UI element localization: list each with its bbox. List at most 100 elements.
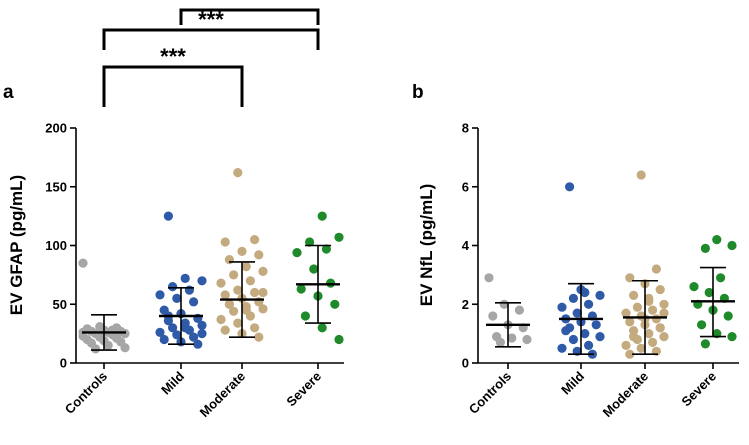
data-point-controls (103, 340, 113, 350)
y-tick-label: 50 (53, 297, 67, 312)
data-point-severe (305, 237, 315, 247)
data-point-controls (484, 273, 494, 283)
data-point-mild (572, 308, 582, 318)
data-point-severe (712, 235, 722, 245)
data-point-moderate (254, 250, 264, 260)
data-point-moderate (258, 304, 268, 314)
data-point-moderate (233, 168, 243, 178)
data-point-severe (321, 244, 331, 254)
data-point-controls (91, 344, 101, 354)
data-point-severe (704, 287, 714, 298)
data-point-controls (514, 305, 525, 315)
data-point-mild (189, 297, 199, 307)
data-point-moderate (651, 264, 662, 274)
data-point-controls (112, 332, 122, 342)
data-point-moderate (245, 276, 255, 286)
significance-label-controls-moderate: *** (160, 44, 186, 69)
data-point-severe (716, 273, 726, 283)
data-point-severe (296, 284, 306, 294)
x-category-label-mild: Mild (158, 368, 187, 397)
x-category-label-controls: Controls (62, 369, 110, 417)
data-point-moderate (625, 317, 635, 327)
data-point-moderate (250, 287, 260, 298)
panel-a-letter: a (3, 82, 14, 103)
y-tick-label: 4 (462, 238, 470, 253)
panel-a-gfap-chart: a EV GFAP (pg/mL) 0 50 100 150 200 Controls Mi… (3, 0, 344, 420)
data-point-moderate (655, 285, 665, 295)
data-point-moderate (220, 325, 230, 335)
data-point-moderate (254, 332, 264, 342)
data-point-severe (689, 282, 699, 292)
data-point-controls (495, 337, 505, 347)
data-point-severe (309, 264, 319, 274)
data-point-moderate (636, 343, 646, 353)
data-point-mild (197, 276, 207, 286)
y-tick-label: 200 (45, 121, 67, 136)
x-category-label-severe: Severe (283, 369, 324, 410)
data-point-moderate (233, 285, 243, 295)
data-point-moderate (644, 293, 654, 303)
data-point-mild (595, 332, 605, 342)
data-point-mild (557, 343, 567, 353)
data-point-mild (557, 302, 567, 312)
data-point-moderate (629, 290, 639, 300)
y-tick-label: 0 (60, 356, 67, 371)
data-point-moderate (258, 287, 268, 298)
data-point-mild (172, 293, 182, 303)
data-point-mild (584, 299, 594, 309)
data-point-moderate (250, 323, 260, 333)
data-point-controls (522, 334, 532, 345)
data-point-moderate (648, 305, 658, 315)
x-category-label-moderate: Moderate (197, 369, 248, 420)
y-tick-label: 6 (462, 179, 469, 194)
data-point-moderate (258, 266, 268, 276)
data-point-moderate (216, 314, 226, 325)
x-category-label-moderate: Moderate (600, 369, 651, 420)
data-point-mild (172, 330, 182, 340)
panel-b-nfl-chart: b EV NfL (pg/mL) 0 2 4 6 8 Controls Mild Modera… (412, 82, 739, 420)
data-point-moderate (651, 314, 662, 324)
data-point-severe (317, 323, 327, 333)
data-point-controls (488, 311, 498, 321)
data-point-mild (197, 320, 207, 330)
data-point-controls (120, 343, 130, 353)
data-point-moderate (625, 349, 635, 359)
data-point-moderate (224, 299, 234, 309)
data-point-mild (180, 323, 190, 333)
data-point-mild (580, 329, 590, 339)
data-point-controls (78, 258, 88, 268)
data-point-moderate (229, 270, 239, 280)
significance-label-mild-severe: * (245, 0, 254, 12)
data-point-moderate (659, 299, 669, 309)
y-tick-label: 2 (462, 297, 469, 312)
data-point-severe (727, 240, 737, 251)
data-point-mild (163, 211, 173, 221)
data-point-moderate (233, 318, 243, 328)
data-point-moderate (632, 302, 643, 312)
data-point-moderate (621, 308, 631, 318)
significance-bracket-mild-severe (179, 8, 320, 25)
data-point-severe (334, 334, 344, 345)
x-category-label-controls: Controls (466, 369, 514, 417)
data-point-severe (300, 311, 310, 321)
data-point-severe (700, 339, 711, 349)
data-point-moderate (648, 337, 658, 347)
data-point-moderate (621, 340, 631, 350)
data-point-moderate (659, 308, 669, 318)
data-point-mild (189, 332, 199, 342)
data-point-severe (700, 243, 711, 253)
data-point-mild (155, 290, 165, 300)
data-point-moderate (229, 306, 239, 316)
data-point-mild (565, 182, 575, 192)
y-tick-label: 0 (462, 356, 469, 371)
data-point-moderate (644, 329, 654, 339)
x-category-label-severe: Severe (678, 369, 719, 410)
panel-b-letter: b (412, 82, 424, 103)
data-point-mild (568, 334, 579, 345)
data-point-mild (184, 285, 194, 295)
data-point-severe (317, 211, 327, 221)
data-point-moderate (629, 332, 639, 342)
data-point-moderate (220, 290, 230, 300)
data-point-severe (292, 248, 302, 258)
data-point-mild (568, 293, 579, 303)
